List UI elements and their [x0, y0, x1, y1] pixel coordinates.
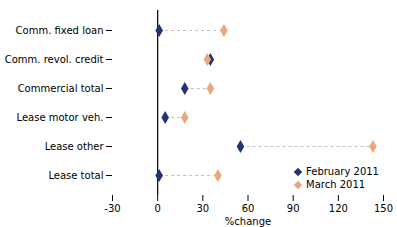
svg-text:Comm. fixed loan: Comm. fixed loan	[16, 25, 104, 36]
svg-text:Lease motor veh.: Lease motor veh.	[17, 112, 104, 123]
svg-text:Lease total: Lease total	[48, 170, 103, 181]
html-text:February 2011: February 2011	[306, 166, 379, 177]
svg-text:%change: %change	[225, 216, 271, 227]
svg-text:150: 150	[374, 203, 393, 214]
svg-text:Commercial total: Commercial total	[18, 83, 104, 94]
html-text:March 2011: March 2011	[306, 179, 366, 190]
svg-text:Comm. revol. credit: Comm. revol. credit	[5, 54, 104, 65]
svg-text:90: 90	[287, 203, 300, 214]
svg-text:0: 0	[154, 203, 160, 214]
svg-text:30: 30	[196, 203, 209, 214]
svg-text:Lease other: Lease other	[45, 141, 105, 152]
svg-text:60: 60	[242, 203, 255, 214]
svg-text:120: 120	[329, 203, 348, 214]
svg-text:-30: -30	[104, 203, 120, 214]
